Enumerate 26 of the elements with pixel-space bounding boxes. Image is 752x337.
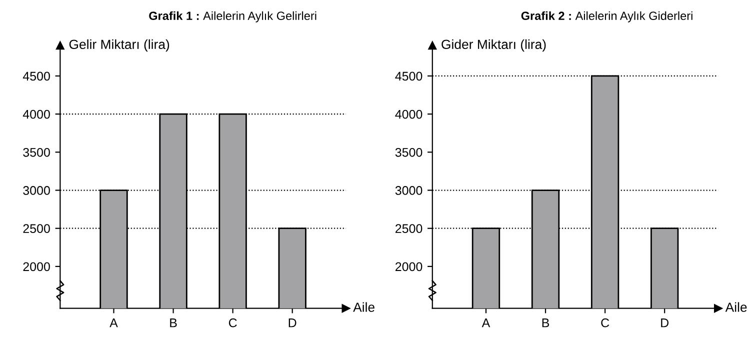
y-axis-title: Gider Miktarı (lira) [442, 39, 546, 52]
y-tick-label: 3000 [395, 186, 422, 195]
chart-title: Grafik 1 : Ailelerin Aylık Gelirleri [149, 11, 316, 22]
x-axis-title: Aile [725, 302, 747, 312]
y-tick-label: 2500 [23, 224, 50, 234]
y-tick-label: 4000 [22, 110, 50, 119]
y-tick-label: 2500 [396, 224, 422, 234]
y-tick-label: 4500 [395, 72, 422, 81]
x-tick-label: C [228, 318, 237, 328]
y-tick-label: 3500 [23, 148, 50, 157]
x-tick-label: D [288, 318, 296, 328]
y-tick-label: 4500 [22, 72, 50, 81]
y-tick-label: 4000 [395, 110, 422, 119]
x-tick-label: B [542, 318, 550, 328]
chart-title: Grafik 2 : Ailelerin Aylık Giderleri [521, 11, 692, 22]
x-axis-title: Aile [353, 302, 374, 312]
y-tick-label: 3500 [395, 148, 422, 157]
x-tick-label: A [482, 318, 490, 328]
x-tick-label: C [601, 318, 610, 328]
y-tick-label: 3000 [23, 186, 50, 195]
y-axis-title: Gelir Miktarı (lira) [69, 39, 170, 52]
y-tick-label: 2000 [23, 262, 50, 272]
x-tick-label: D [661, 318, 668, 328]
y-tick-label: 2000 [396, 262, 422, 272]
x-tick-label: B [170, 318, 177, 328]
x-tick-label: A [110, 318, 118, 328]
